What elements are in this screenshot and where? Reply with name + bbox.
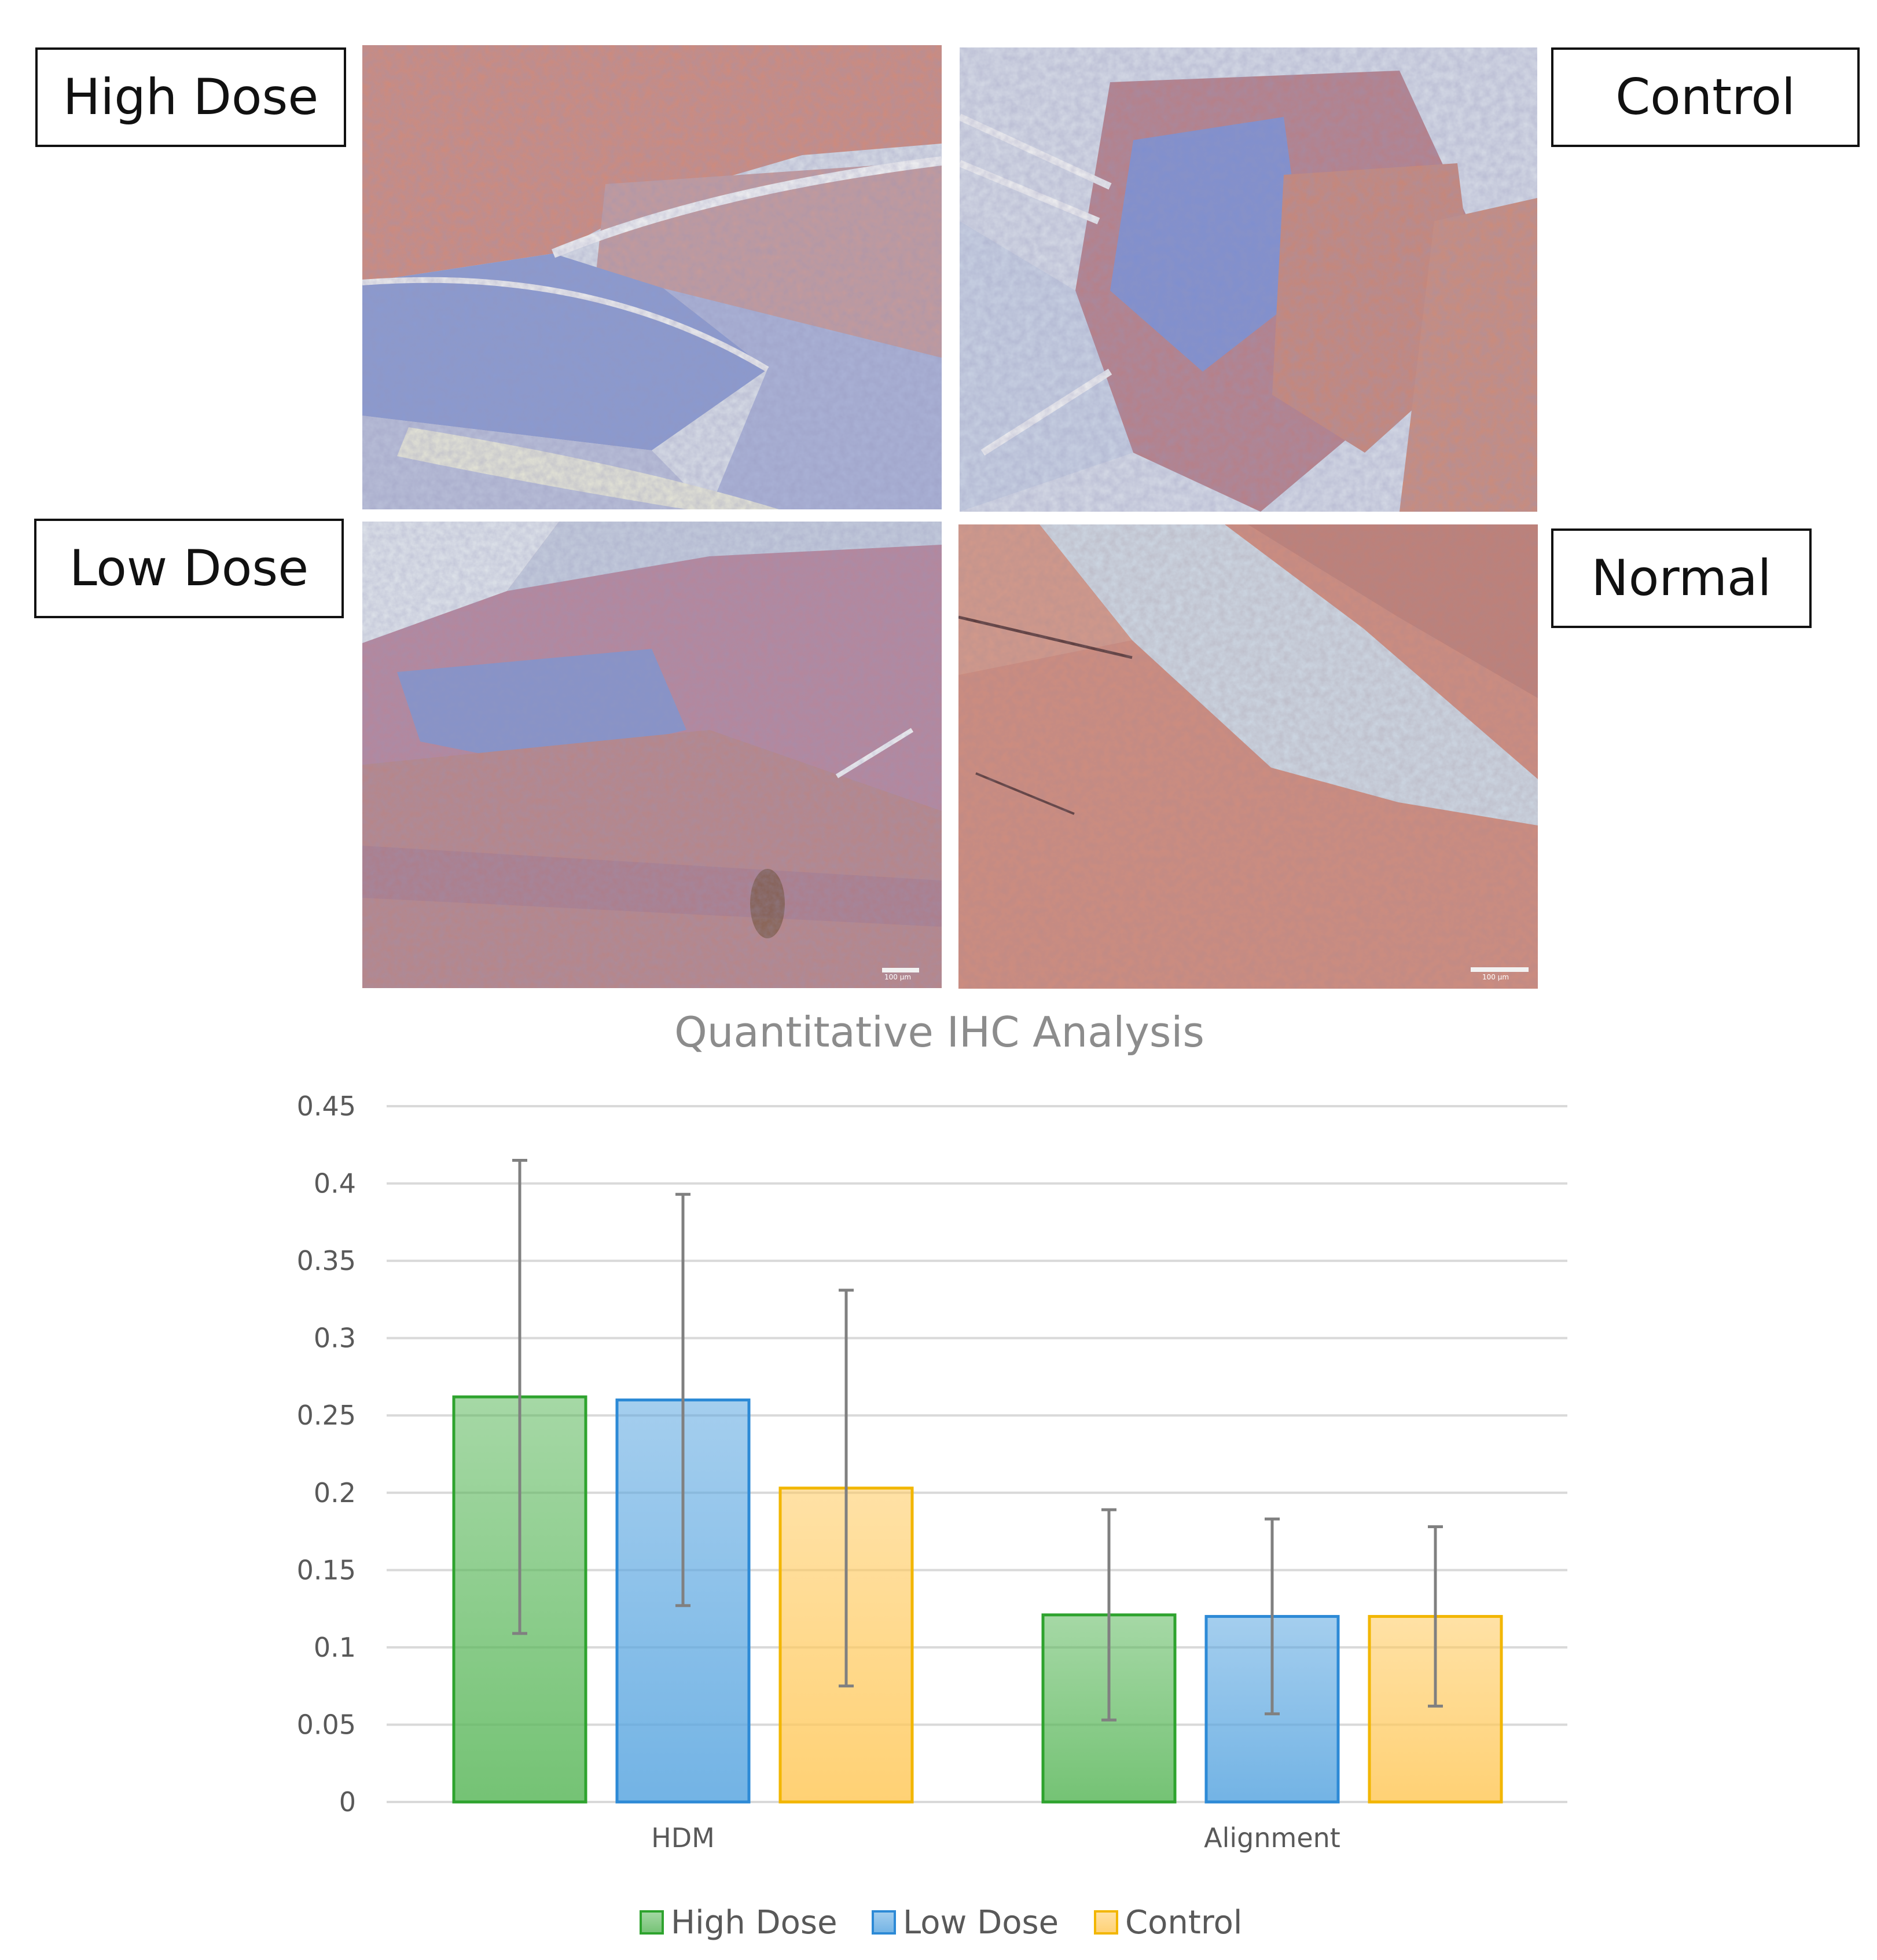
y-tick-label: 0.45 [297,1091,356,1122]
scale-bar [882,968,919,972]
scale-bar-text: 100 µm [884,973,912,981]
legend-swatch [1094,1910,1118,1935]
error-bars [512,1158,1443,1722]
high-dose-label: High Dose [35,47,346,147]
legend-item: Low Dose [872,1904,1059,1941]
legend-label: High Dose [671,1904,838,1941]
y-tick-label: 0.05 [297,1709,356,1740]
error-bar [512,1158,527,1635]
y-tick-label: 0.25 [297,1400,356,1431]
x-axis-categories: HDM Alignment [651,1822,1340,1853]
x-category-label: Alignment [1204,1822,1340,1853]
legend-label: Low Dose [903,1904,1059,1941]
control-label: Control [1551,47,1860,147]
y-tick-label: 0.1 [314,1632,356,1663]
legend-label: Control [1125,1904,1242,1941]
y-tick-label: 0.4 [314,1168,356,1199]
legend-swatch [640,1910,664,1935]
x-category-label: HDM [651,1822,715,1853]
normal-label: Normal [1551,528,1812,628]
scale-bar-text: 100 µm [1482,973,1509,981]
legend-item: Control [1094,1904,1242,1941]
y-tick-label: 0 [339,1786,356,1818]
normal-micrograph: 100 µm [958,524,1538,989]
bar-control-alignment [1368,1614,1503,1804]
y-tick-label: 0.15 [297,1554,356,1585]
high-dose-micrograph [362,45,942,509]
scale-bar [1471,967,1529,972]
bars [452,1395,1503,1804]
legend: High Dose Low Dose Control [640,1904,1242,1941]
low-dose-micrograph: 100 µm [362,522,942,988]
error-bar [1101,1508,1116,1722]
low-dose-label: Low Dose [34,519,344,618]
error-bar [1428,1525,1443,1708]
error-bar [1265,1517,1280,1716]
y-tick-label: 0.3 [314,1323,356,1354]
control-micrograph [960,47,1537,512]
error-bar [675,1192,690,1607]
y-tick-label: 0.35 [297,1245,356,1276]
legend-item: High Dose [640,1904,838,1941]
error-bar [839,1289,854,1688]
y-tick-label: 0.2 [314,1477,356,1508]
legend-swatch [872,1910,896,1935]
y-axis-ticks: 0 0.05 0.1 0.15 0.2 0.25 0.3 0.35 0.4 0.45 [297,1091,356,1818]
chart-title: Quantitative IHC Analysis [674,1008,1204,1056]
